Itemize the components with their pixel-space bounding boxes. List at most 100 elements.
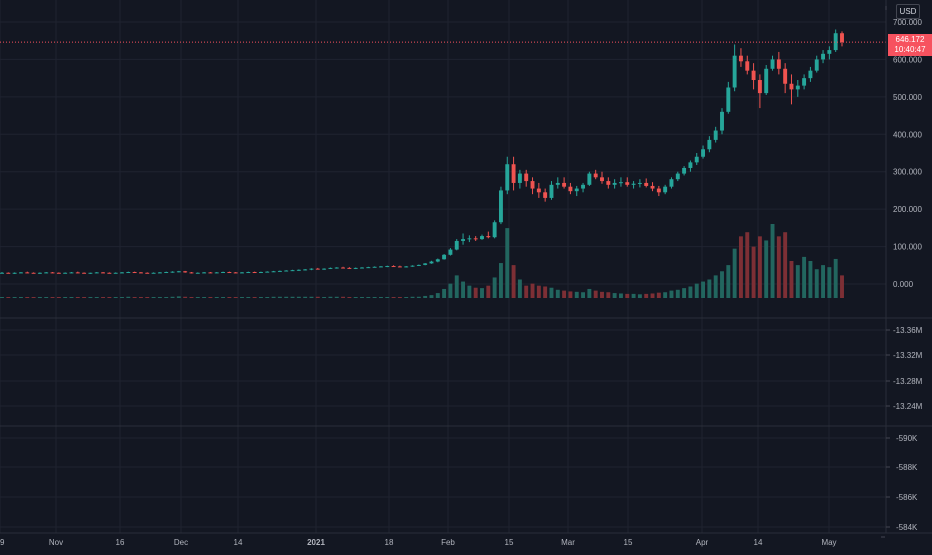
volume-bar bbox=[120, 297, 124, 298]
volume-bar bbox=[524, 285, 529, 298]
candle-body bbox=[454, 240, 459, 250]
time-tick-label: 16 bbox=[116, 538, 125, 547]
volume-bar bbox=[296, 296, 301, 298]
candle-body bbox=[442, 254, 447, 260]
candle-body bbox=[94, 272, 99, 274]
volume-bar bbox=[277, 296, 282, 298]
last-price-value: 646.172 bbox=[895, 35, 925, 45]
volume-bar bbox=[480, 288, 484, 298]
volume-bar bbox=[195, 297, 200, 298]
bar-countdown: 10:40:47 bbox=[894, 45, 926, 55]
volume-bar bbox=[467, 285, 472, 298]
volume-bar bbox=[347, 297, 352, 298]
time-tick-label: 2021 bbox=[307, 538, 325, 547]
volume-bar bbox=[164, 297, 169, 298]
price-tick-label: 600.000 bbox=[893, 55, 922, 64]
time-tick-label: Dec bbox=[174, 538, 188, 547]
volume-bar bbox=[189, 297, 194, 298]
candle-body bbox=[56, 272, 61, 274]
candle-body bbox=[530, 181, 535, 189]
candle-body bbox=[448, 249, 453, 255]
volume-bar bbox=[688, 286, 693, 298]
volume-bar bbox=[600, 291, 604, 298]
candle-body bbox=[536, 188, 541, 193]
volume-bar bbox=[303, 296, 308, 298]
candle-body bbox=[202, 272, 207, 274]
volume-bar bbox=[31, 297, 36, 298]
candle-body bbox=[517, 173, 522, 183]
time-tick-label: Nov bbox=[49, 538, 63, 547]
candle-body bbox=[776, 59, 781, 69]
volume-bar bbox=[505, 228, 510, 298]
candle-body bbox=[151, 272, 156, 274]
volume-bar bbox=[808, 261, 813, 298]
volume-bar bbox=[353, 297, 358, 298]
candle-body bbox=[492, 222, 497, 238]
candle-body bbox=[720, 111, 724, 131]
currency-label[interactable]: USD bbox=[896, 4, 920, 19]
candle-body bbox=[581, 184, 586, 189]
price-axis: 700.000 600.000 500.000 400.000 300.000 200.0… bbox=[881, 6, 923, 538]
candle-body bbox=[265, 271, 270, 273]
volume-bar bbox=[334, 296, 339, 298]
candle-body bbox=[473, 238, 478, 240]
volume-bar bbox=[258, 297, 263, 298]
volume-bar bbox=[176, 296, 181, 298]
candle-body bbox=[372, 266, 377, 268]
candle-body bbox=[107, 272, 112, 274]
candle-body bbox=[391, 266, 396, 268]
volume-bar bbox=[271, 296, 276, 298]
volume-bar bbox=[290, 296, 295, 298]
candle-body bbox=[277, 270, 282, 272]
candle-body bbox=[524, 173, 529, 182]
indicator-tick-label: -588K bbox=[896, 463, 918, 472]
volume-bar bbox=[492, 277, 497, 298]
price-tick-label: 0.000 bbox=[893, 280, 914, 289]
volume-bar bbox=[208, 297, 213, 298]
candle-body bbox=[233, 272, 238, 274]
time-axis: 9 Nov 16 Dec 14 2021 18 Feb 15 Mar 15 Apr 14 May bbox=[0, 538, 837, 547]
candle-body bbox=[802, 78, 807, 86]
volume-bar bbox=[151, 297, 156, 298]
candle-body bbox=[751, 70, 756, 81]
volume-bar bbox=[240, 297, 244, 298]
candle-body bbox=[63, 272, 68, 274]
candle-body bbox=[189, 272, 194, 274]
volume-bar bbox=[574, 291, 579, 298]
candle-body bbox=[423, 263, 428, 265]
candle-body bbox=[543, 192, 548, 198]
candle-body bbox=[467, 238, 472, 240]
volume-bar bbox=[429, 295, 434, 298]
pane-separators bbox=[0, 0, 932, 534]
candle-body bbox=[568, 186, 573, 192]
volume-bar bbox=[233, 297, 238, 298]
volume-bar bbox=[50, 297, 55, 298]
volume-bar bbox=[25, 297, 30, 298]
candle-body bbox=[322, 268, 327, 270]
volume-bar bbox=[265, 297, 270, 298]
volume-bar bbox=[88, 297, 93, 298]
candle-body bbox=[726, 87, 731, 112]
volume-bar bbox=[751, 246, 756, 298]
price-tick-label: 500.000 bbox=[893, 93, 922, 102]
indicator-tick-label: -13.28M bbox=[893, 377, 923, 386]
candle-body bbox=[69, 272, 74, 274]
volume-bar bbox=[101, 297, 106, 298]
candle-body bbox=[757, 80, 762, 94]
candle-body bbox=[827, 50, 832, 54]
price-tick-label: 400.000 bbox=[893, 130, 922, 139]
volume-bar bbox=[328, 296, 333, 298]
indicator-tick-label: -584K bbox=[896, 523, 918, 532]
time-tick-label: May bbox=[821, 538, 836, 547]
volume-bar bbox=[63, 297, 68, 298]
candle-body bbox=[88, 272, 93, 274]
volume-bar bbox=[435, 293, 440, 298]
candle-body bbox=[214, 272, 219, 274]
volume-bar bbox=[82, 297, 87, 298]
volume-bar bbox=[0, 297, 4, 298]
candle-body bbox=[631, 183, 636, 185]
volume-bar bbox=[827, 267, 832, 298]
volume-bar bbox=[372, 297, 377, 298]
